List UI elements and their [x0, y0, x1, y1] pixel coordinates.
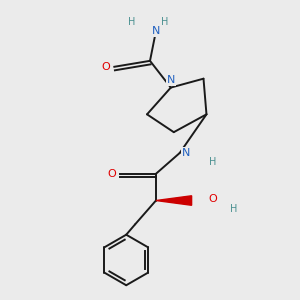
Text: H: H	[128, 17, 136, 27]
Text: O: O	[101, 62, 110, 72]
Polygon shape	[156, 196, 192, 205]
Text: H: H	[209, 157, 216, 167]
Text: N: N	[152, 26, 160, 36]
Text: N: N	[182, 148, 190, 158]
Text: H: H	[230, 204, 237, 214]
Text: N: N	[167, 75, 175, 85]
Text: O: O	[107, 169, 116, 179]
Text: O: O	[208, 194, 217, 204]
Text: H: H	[161, 17, 169, 27]
